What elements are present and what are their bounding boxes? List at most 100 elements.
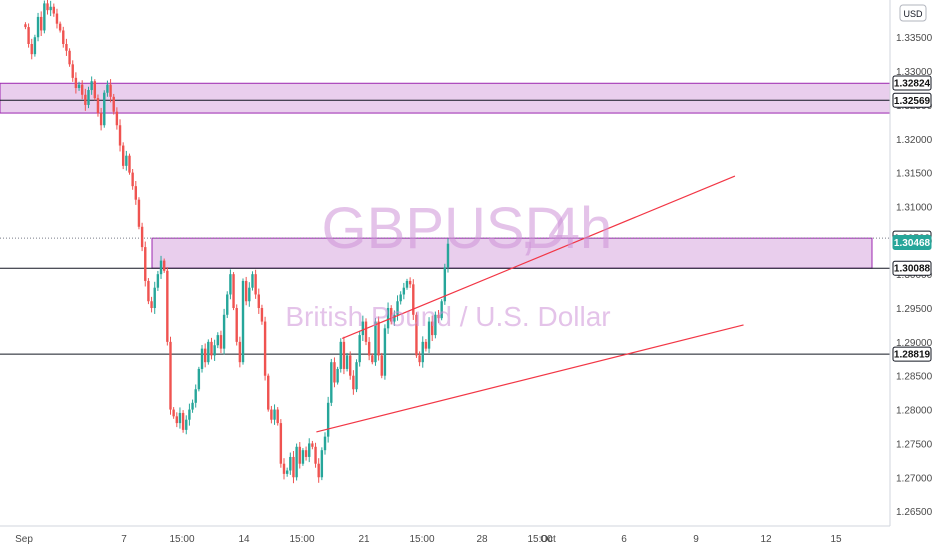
- candle-body: [162, 260, 166, 271]
- candle-body: [93, 81, 97, 99]
- candle-body: [377, 321, 380, 356]
- candle-body: [232, 274, 235, 309]
- candle-body: [191, 402, 194, 410]
- candle-body: [257, 294, 260, 309]
- price-badges: 1.328241.325691.305321.304681.300881.288…: [892, 75, 932, 362]
- candle-body: [345, 355, 349, 369]
- x-tick-label: 21: [358, 534, 370, 545]
- price-badge: [892, 260, 932, 276]
- candle-body: [270, 409, 273, 420]
- candle-body: [99, 113, 103, 126]
- candle-body: [128, 155, 131, 173]
- candle-body: [68, 50, 71, 65]
- candle-body: [121, 145, 125, 166]
- candle-body: [77, 84, 81, 89]
- candle-body: [62, 30, 65, 45]
- candle-body: [65, 44, 68, 51]
- y-tick-label: 1.26500: [896, 507, 932, 518]
- candle-body: [71, 64, 74, 78]
- x-tick-label: 14: [238, 534, 250, 545]
- candle-body: [330, 362, 333, 403]
- candle-body: [320, 450, 324, 478]
- candle-body: [263, 321, 267, 376]
- watermark-interval: 4h: [548, 196, 613, 261]
- candle-body: [207, 341, 210, 363]
- candle-body: [194, 389, 197, 403]
- candle-body: [90, 81, 93, 91]
- candle-body: [314, 446, 317, 464]
- candle-body: [254, 274, 257, 295]
- candle-body: [112, 96, 115, 112]
- candle-body: [80, 84, 84, 95]
- candle-body: [84, 94, 87, 105]
- y-tick-label: 1.27500: [896, 439, 932, 450]
- candle-body: [125, 155, 128, 166]
- candle-body: [298, 446, 301, 464]
- candle-body: [396, 301, 399, 315]
- candle-body: [339, 341, 342, 369]
- candle-body: [219, 335, 223, 349]
- candle-body: [213, 345, 216, 356]
- currency-button[interactable]: [899, 4, 927, 22]
- y-tick-label: 1.28500: [896, 372, 932, 383]
- candle-body: [292, 456, 295, 478]
- candle-body: [27, 27, 30, 45]
- price-badge-label: 1.30468: [894, 238, 931, 249]
- y-tick-label: 1.33000: [896, 67, 932, 78]
- candle-body: [295, 446, 298, 478]
- candle-body: [251, 274, 254, 288]
- candle-body: [402, 287, 406, 295]
- candle-body: [115, 111, 119, 126]
- watermark-description: British Pound / U.S. Dollar: [285, 301, 610, 332]
- y-tick-label: 1.28000: [896, 406, 932, 417]
- y-tick-label: 1.27000: [896, 473, 932, 484]
- trendlines-layer: [316, 175, 744, 433]
- candle-body: [279, 423, 283, 464]
- price-badge-label: 1.28819: [894, 350, 931, 361]
- candle-body: [33, 37, 37, 55]
- candle-body: [311, 443, 314, 447]
- channel-upper-line[interactable]: [341, 175, 736, 340]
- candle-body: [185, 419, 188, 430]
- candle-body: [427, 321, 431, 349]
- current-zone[interactable]: [151, 237, 873, 269]
- candle-body: [46, 3, 49, 11]
- candle-body: [39, 16, 43, 31]
- candle-body: [172, 409, 175, 417]
- candle-body: [276, 409, 279, 424]
- x-tick-label: 6: [621, 534, 627, 545]
- candle-body: [36, 16, 40, 38]
- candle-body: [58, 23, 62, 31]
- x-tick-label: Sep: [15, 534, 33, 545]
- y-tick-label: 1.31000: [896, 202, 932, 213]
- candle-body: [216, 335, 219, 346]
- candle-body: [181, 412, 185, 430]
- candle-body: [399, 294, 402, 302]
- candle-body: [235, 308, 238, 342]
- candle-body: [30, 44, 33, 55]
- candle-body: [326, 402, 330, 437]
- candle-body: [203, 348, 207, 363]
- resistance-zone[interactable]: [0, 82, 891, 114]
- channel-lower-line[interactable]: [316, 324, 744, 433]
- candle-body: [229, 274, 232, 295]
- time-axis-background: [0, 526, 890, 550]
- candle-body: [267, 375, 270, 410]
- candle-body: [222, 314, 226, 349]
- candle-body: [197, 368, 201, 390]
- candle-body: [96, 98, 100, 114]
- watermark-symbol: GBPUSD: [322, 196, 567, 261]
- candle-body: [282, 463, 286, 474]
- candle-body: [333, 362, 336, 383]
- y-tick-label: 1.29500: [896, 304, 932, 315]
- candle-body: [273, 409, 276, 420]
- candle-body: [386, 308, 390, 329]
- candle-body: [412, 284, 415, 315]
- x-tick-label: 7: [121, 534, 127, 545]
- candle-body: [156, 274, 160, 288]
- candle-body: [434, 314, 437, 336]
- candle-body: [153, 287, 156, 309]
